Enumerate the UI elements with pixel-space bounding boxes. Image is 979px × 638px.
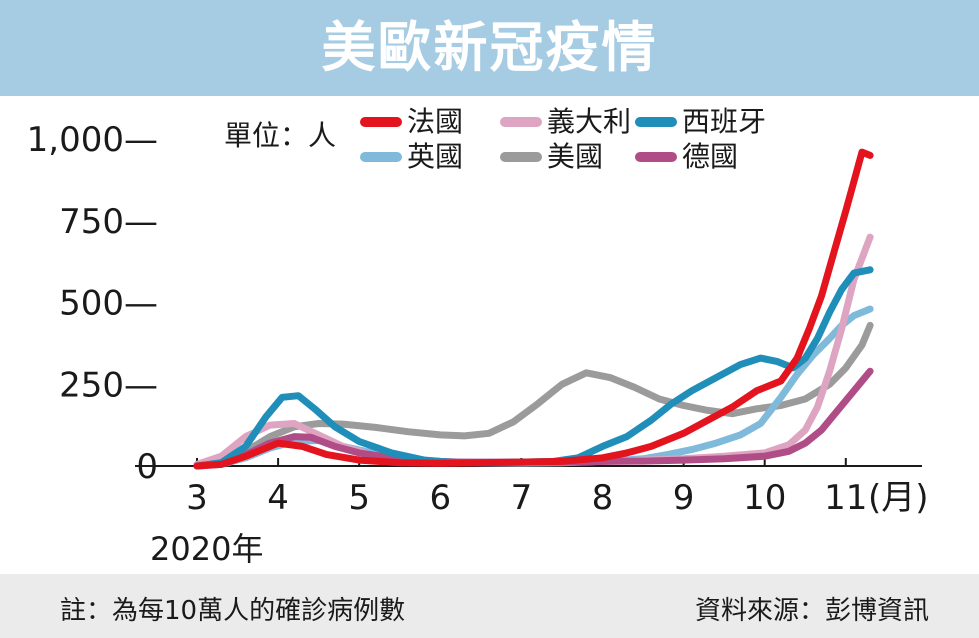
y-tick-label: 750— bbox=[59, 202, 158, 242]
chart-title: 美歐新冠疫情 bbox=[321, 16, 658, 79]
x-axis: 3 4 5 6 7 8 9 10 11 (月) bbox=[135, 458, 929, 518]
source-credit: 資料來源：彭博資訊 bbox=[694, 596, 929, 626]
legend-label: 義大利 bbox=[547, 105, 631, 138]
series-lines bbox=[193, 148, 874, 470]
x-tick-label: 10 bbox=[743, 478, 786, 518]
legend-label: 英國 bbox=[407, 140, 463, 173]
x-tick-label: 6 bbox=[429, 478, 451, 518]
series-line-義大利 bbox=[193, 233, 874, 468]
x-tick-label: 8 bbox=[592, 478, 614, 518]
x-tick-label: 3 bbox=[186, 478, 208, 518]
title-bar bbox=[0, 0, 979, 96]
x-tick-label: 7 bbox=[511, 478, 533, 518]
footnote: 註：為每10萬人的確診病例數 bbox=[60, 596, 406, 626]
legend-label: 西班牙 bbox=[682, 105, 766, 138]
footer-bar bbox=[0, 574, 979, 638]
legend-label: 美國 bbox=[547, 140, 603, 173]
year-label: 2020年 bbox=[150, 530, 263, 568]
unit-label: 單位：人 bbox=[224, 119, 336, 152]
y-tick-label: 250— bbox=[59, 365, 158, 405]
x-tick-label: 11 bbox=[824, 478, 867, 518]
series-line-西班牙 bbox=[193, 266, 874, 470]
legend-label: 德國 bbox=[682, 140, 738, 173]
y-tick-label: 500— bbox=[59, 284, 158, 324]
series-line-法國 bbox=[193, 148, 874, 470]
x-tick-label: 5 bbox=[348, 478, 370, 518]
legend-label: 法國 bbox=[407, 105, 463, 138]
y-tick-label: 1,000— bbox=[27, 120, 158, 160]
x-axis-unit-label: (月) bbox=[868, 478, 929, 518]
x-tick-label: 4 bbox=[267, 478, 289, 518]
x-tick-label: 9 bbox=[673, 478, 695, 518]
series-line-美國 bbox=[193, 321, 874, 470]
